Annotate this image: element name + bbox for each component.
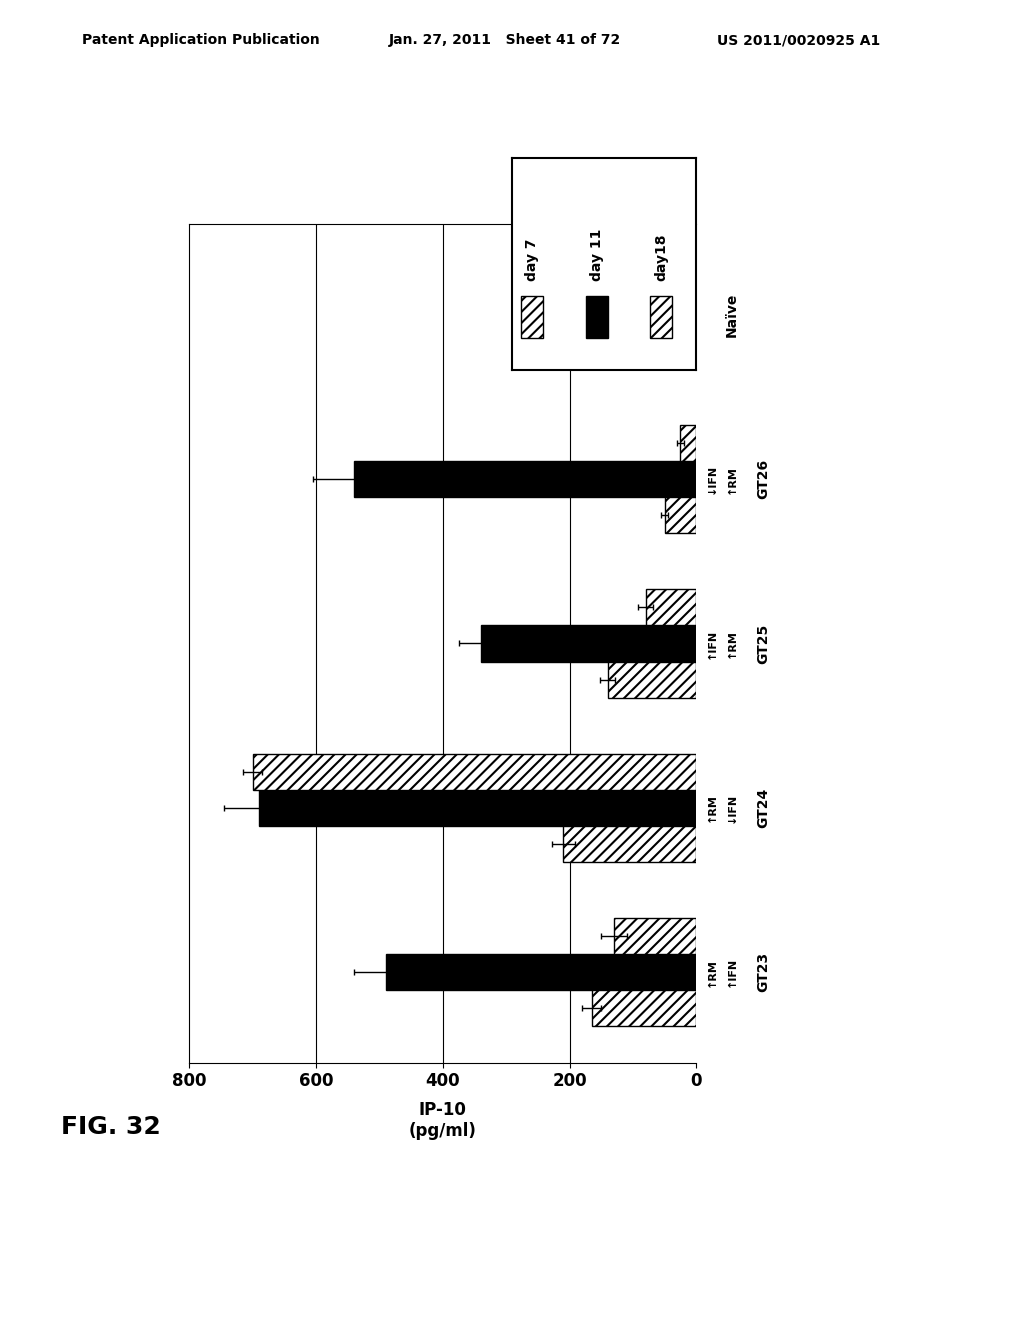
Text: day 7: day 7 (525, 239, 540, 281)
Bar (665, 498, 696, 533)
Text: Naïve: Naïve (725, 293, 739, 337)
Text: ↑IFN: ↑IFN (707, 628, 717, 659)
Bar (481, 626, 696, 661)
Text: GT23: GT23 (756, 952, 770, 993)
Bar (354, 461, 696, 498)
X-axis label: IP-10
(pg/ml): IP-10 (pg/ml) (409, 1101, 477, 1140)
Bar (592, 990, 696, 1027)
Text: Jan. 27, 2011   Sheet 41 of 72: Jan. 27, 2011 Sheet 41 of 72 (389, 33, 622, 48)
Text: US 2011/0020925 A1: US 2011/0020925 A1 (717, 33, 880, 48)
Bar (684, 297, 696, 333)
Bar (645, 589, 696, 626)
Text: GT24: GT24 (756, 788, 770, 828)
Text: ↑RM: ↑RM (727, 465, 737, 494)
Text: day 11: day 11 (590, 228, 604, 281)
Bar (693, 333, 696, 370)
Bar (259, 789, 696, 826)
Bar (563, 826, 696, 862)
Bar (586, 296, 608, 338)
Bar (607, 661, 696, 698)
Text: GT25: GT25 (756, 623, 770, 664)
Bar (690, 260, 696, 297)
Bar (386, 954, 696, 990)
Text: ↑RM: ↑RM (707, 793, 717, 822)
Bar (521, 296, 544, 338)
Text: ↑RM: ↑RM (727, 630, 737, 657)
Text: day18: day18 (654, 234, 669, 281)
Text: FIG. 32: FIG. 32 (61, 1115, 161, 1139)
Bar (614, 917, 696, 954)
Text: ↓IFN: ↓IFN (727, 793, 737, 822)
Bar (681, 425, 696, 461)
Text: ↑RM: ↑RM (707, 958, 717, 986)
Text: ↓IFN: ↓IFN (707, 465, 717, 494)
Text: ↑IFN: ↑IFN (727, 957, 737, 987)
Text: GT26: GT26 (756, 459, 770, 499)
Text: Patent Application Publication: Patent Application Publication (82, 33, 319, 48)
Bar (650, 296, 673, 338)
Bar (253, 754, 696, 789)
